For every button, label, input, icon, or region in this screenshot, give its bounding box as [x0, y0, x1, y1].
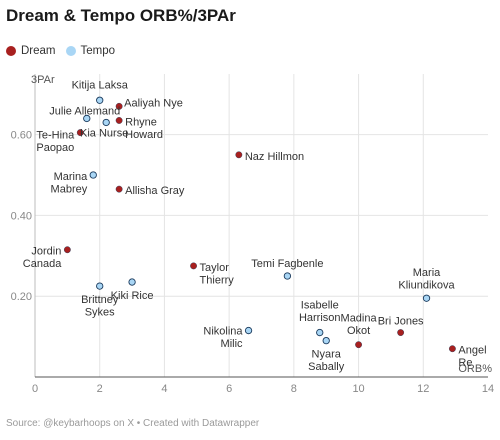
point-label-line: Thierry [200, 274, 235, 286]
dream-point-label: Naz Hillmon [245, 151, 304, 163]
dream-point [397, 329, 405, 336]
dream-point [115, 102, 123, 110]
point-label-line: Jordin [31, 246, 61, 258]
point-label-line: Kia Nurse [80, 127, 128, 139]
point-label-line: Angel [458, 345, 486, 357]
scatter-chart: 0 2 4 6 8 10 12 14 0.20 0.40 0.60 3PAr ORB% Aaliyah N… [11, 74, 494, 395]
tempo-point-label: Nyara Sabally [308, 349, 345, 374]
point-label-line: Howard [125, 129, 163, 141]
point-label-line: Allisha Gray [125, 185, 185, 197]
dream-point [449, 345, 456, 353]
dream-point-label: Bri Jones [378, 316, 424, 328]
point-label-line: Naz Hillmon [245, 151, 304, 163]
point-label-line: Paopao [36, 142, 74, 154]
y-tick-label: 0.40 [11, 210, 32, 222]
point-label-line: Sabally [308, 361, 345, 373]
legend-item-tempo[interactable]: Tempo [65, 45, 116, 57]
dream-point-label: Taylor Thierry [200, 262, 235, 287]
point-label-line: Kitija Laksa [72, 79, 129, 91]
point-label-line: Mabrey [51, 184, 88, 196]
point-label-line: Brittney [81, 294, 119, 306]
x-tick-label: 8 [291, 383, 297, 395]
point-label-line: Taylor [200, 262, 230, 274]
tempo-point [83, 114, 91, 123]
dream-point-label: Angel Re [458, 345, 486, 370]
x-tick-label: 6 [226, 383, 232, 395]
chart-title: Dream & Tempo ORB%/3PAr [6, 6, 236, 25]
dream-point [63, 246, 71, 254]
tempo-point-label: Marina Mabrey [51, 171, 89, 196]
tempo-point-label: Isabelle Harrison [299, 300, 341, 325]
dream-point-label: Te-Hina Paopao [36, 130, 75, 155]
point-label-line: Harrison [299, 312, 341, 324]
tempo-point [128, 278, 136, 286]
dream-point-label: Rhyne Howard [125, 116, 163, 140]
dream-point-label: Aaliyah Nye [124, 97, 183, 109]
point-label-line: Marina [54, 171, 89, 183]
point-label-line: Isabelle [301, 300, 339, 312]
tempo-point-label: Temi Fagbenle [251, 258, 323, 270]
tempo-point [244, 326, 253, 335]
tempo-point [89, 171, 97, 179]
dream-point [235, 151, 243, 159]
legend-label-dream: Dream [21, 45, 56, 57]
legend-item-dream[interactable]: Dream [6, 45, 56, 57]
legend: Dream Tempo [6, 45, 125, 57]
y-tick-label: 0.20 [11, 291, 32, 303]
x-axis-title: ORB% [458, 363, 492, 375]
legend-label-tempo: Tempo [80, 45, 116, 57]
dream-point [190, 262, 197, 270]
tempo-point [316, 328, 324, 337]
tempo-point [322, 336, 330, 345]
point-label-line: Kliundikova [398, 280, 455, 292]
x-tick-label: 14 [482, 383, 494, 395]
legend-swatch-tempo [65, 46, 76, 56]
point-label-line: Milic [221, 338, 243, 350]
point-label-line: Maria [413, 267, 441, 279]
point-label-line: Nikolina [203, 326, 243, 338]
dream-point-label: Madina Okot [341, 313, 378, 338]
legend-swatch-dream [6, 46, 16, 56]
y-axis-title: 3PAr [31, 74, 55, 86]
x-tick-label: 0 [32, 383, 38, 395]
tempo-point-label: Nikolina Milic [203, 326, 243, 351]
dream-point [115, 185, 123, 193]
tempo-point-label: Julie Allemand [49, 105, 120, 117]
tempo-point-label: Kitija Laksa [72, 79, 129, 91]
x-tick-label: 12 [417, 383, 429, 395]
dream-point [76, 129, 84, 136]
point-label-line: Re [458, 357, 472, 369]
point-label-line: Te-Hina [36, 130, 75, 142]
x-tick-label: 2 [97, 383, 103, 395]
point-label-line: Temi Fagbenle [251, 258, 323, 270]
tempo-point-label: Kiki Rice [111, 290, 154, 302]
x-tick-label: 10 [352, 383, 364, 395]
source-note: Source: @keybarhoops on X • Created with… [6, 418, 260, 429]
tempo-point [96, 96, 104, 104]
y-tick-label: 0.60 [11, 130, 32, 142]
point-label-line: Aaliyah Nye [124, 97, 183, 109]
point-label-line: Sykes [85, 307, 115, 319]
x-tick-label: 4 [161, 383, 167, 395]
point-label-line: Kiki Rice [111, 290, 154, 302]
point-label-line: Canada [23, 258, 62, 270]
point-label-line: Madina [341, 313, 378, 325]
dream-point-label: Allisha Gray [125, 185, 185, 197]
point-label-line: Bri Jones [378, 316, 424, 328]
tempo-point [422, 294, 431, 302]
tempo-point-label: Kia Nurse [80, 127, 128, 139]
dream-point [355, 341, 362, 349]
tempo-point [96, 282, 104, 290]
tempo-point [283, 272, 292, 280]
point-label-line: Nyara [312, 349, 342, 361]
dream-point [115, 117, 123, 124]
tempo-point-label: Maria Kliundikova [398, 267, 455, 292]
point-label-line: Julie Allemand [49, 105, 120, 117]
dream-point-label: Jordin Canada [23, 246, 62, 270]
point-label-line: Rhyne [125, 116, 157, 128]
tempo-point-label: Brittney Sykes [81, 294, 119, 319]
point-label-line: Okot [347, 325, 370, 337]
tempo-point [102, 118, 110, 127]
